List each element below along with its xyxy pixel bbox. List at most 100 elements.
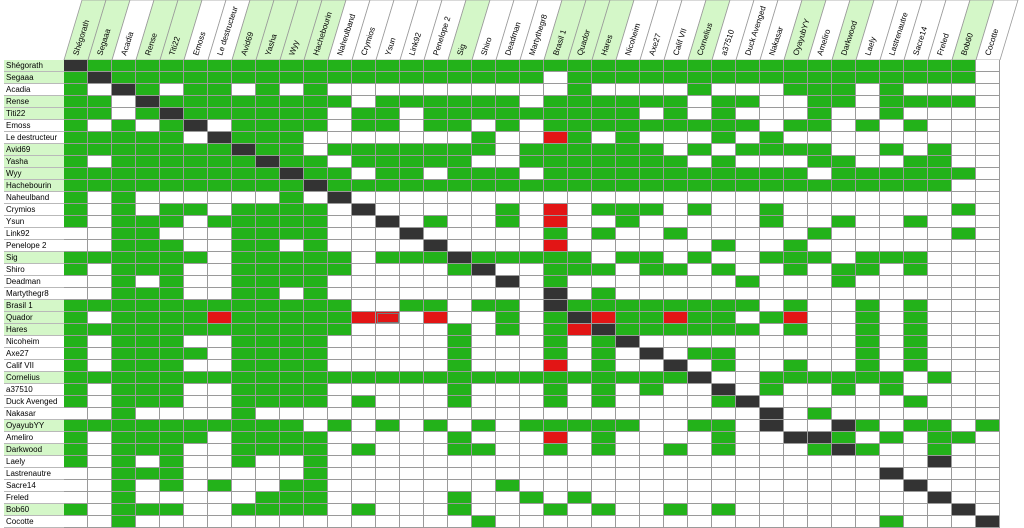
matrix-cell-green[interactable] — [256, 420, 280, 432]
matrix-cell-empty[interactable] — [736, 456, 760, 468]
matrix-cell-green[interactable] — [256, 276, 280, 288]
matrix-cell-empty[interactable] — [328, 504, 352, 516]
matrix-cell-empty[interactable] — [544, 192, 568, 204]
row-header-cell[interactable]: Naheulband — [4, 192, 64, 204]
matrix-cell-empty[interactable] — [352, 96, 376, 108]
matrix-cell-green[interactable] — [928, 96, 952, 108]
matrix-cell-empty[interactable] — [352, 228, 376, 240]
matrix-cell-green[interactable] — [64, 264, 88, 276]
matrix-cell-empty[interactable] — [952, 288, 976, 300]
matrix-cell-green[interactable] — [160, 144, 184, 156]
matrix-cell-empty[interactable] — [328, 276, 352, 288]
matrix-cell-empty[interactable] — [376, 192, 400, 204]
matrix-cell-green[interactable] — [184, 300, 208, 312]
matrix-cell-green[interactable] — [64, 156, 88, 168]
row-header-cell[interactable]: OyayubYY — [4, 420, 64, 432]
matrix-cell-empty[interactable] — [880, 456, 904, 468]
matrix-cell-empty[interactable] — [88, 480, 112, 492]
matrix-cell-empty[interactable] — [856, 144, 880, 156]
matrix-cell-empty[interactable] — [616, 516, 640, 528]
matrix-cell-green[interactable] — [928, 168, 952, 180]
matrix-cell-empty[interactable] — [472, 348, 496, 360]
matrix-cell-empty[interactable] — [64, 480, 88, 492]
matrix-cell-green[interactable] — [112, 132, 136, 144]
matrix-cell-green[interactable] — [640, 168, 664, 180]
matrix-cell-green[interactable] — [400, 252, 424, 264]
matrix-cell-green[interactable] — [712, 504, 736, 516]
matrix-cell-green[interactable] — [736, 120, 760, 132]
column-header-cell[interactable] — [567, 0, 611, 60]
matrix-cell-green[interactable] — [592, 264, 616, 276]
matrix-cell-empty[interactable] — [640, 108, 664, 120]
matrix-cell-green[interactable] — [112, 396, 136, 408]
matrix-cell-green[interactable] — [64, 96, 88, 108]
matrix-cell-green[interactable] — [616, 372, 640, 384]
matrix-cell-green[interactable] — [184, 432, 208, 444]
matrix-cell-green[interactable] — [664, 372, 688, 384]
matrix-cell-empty[interactable] — [952, 300, 976, 312]
matrix-cell-green[interactable] — [616, 108, 640, 120]
matrix-cell-green[interactable] — [640, 60, 664, 72]
matrix-cell-empty[interactable] — [400, 360, 424, 372]
row-header-cell[interactable]: Titi22 — [4, 108, 64, 120]
matrix-cell-empty[interactable] — [592, 240, 616, 252]
matrix-cell-green[interactable] — [136, 216, 160, 228]
matrix-cell-empty[interactable] — [928, 288, 952, 300]
matrix-cell-empty[interactable] — [664, 132, 688, 144]
matrix-cell-empty[interactable] — [328, 456, 352, 468]
matrix-cell-green[interactable] — [712, 240, 736, 252]
row-header-cell[interactable]: Yasha — [4, 156, 64, 168]
matrix-cell-green[interactable] — [784, 84, 808, 96]
matrix-cell-green[interactable] — [64, 144, 88, 156]
matrix-cell-green[interactable] — [712, 180, 736, 192]
matrix-cell-empty[interactable] — [376, 300, 400, 312]
matrix-cell-empty[interactable] — [832, 408, 856, 420]
matrix-cell-empty[interactable] — [712, 456, 736, 468]
matrix-cell-empty[interactable] — [328, 216, 352, 228]
matrix-cell-green[interactable] — [448, 168, 472, 180]
column-header-cell[interactable] — [951, 0, 995, 60]
matrix-cell-empty[interactable] — [664, 276, 688, 288]
matrix-cell-empty[interactable] — [88, 216, 112, 228]
matrix-cell-empty[interactable] — [688, 396, 712, 408]
matrix-cell-green[interactable] — [136, 444, 160, 456]
matrix-cell-diagonal[interactable] — [808, 432, 832, 444]
matrix-cell-empty[interactable] — [400, 420, 424, 432]
matrix-cell-empty[interactable] — [952, 372, 976, 384]
column-header-cell[interactable] — [687, 0, 731, 60]
matrix-cell-empty[interactable] — [568, 348, 592, 360]
matrix-cell-empty[interactable] — [976, 96, 1000, 108]
matrix-cell-empty[interactable] — [904, 192, 928, 204]
matrix-cell-empty[interactable] — [880, 288, 904, 300]
matrix-cell-empty[interactable] — [640, 432, 664, 444]
matrix-cell-empty[interactable] — [568, 408, 592, 420]
matrix-cell-empty[interactable] — [832, 120, 856, 132]
matrix-cell-empty[interactable] — [760, 360, 784, 372]
matrix-cell-empty[interactable] — [88, 228, 112, 240]
matrix-cell-empty[interactable] — [328, 384, 352, 396]
matrix-cell-green[interactable] — [112, 480, 136, 492]
matrix-cell-empty[interactable] — [304, 144, 328, 156]
matrix-cell-empty[interactable] — [616, 492, 640, 504]
matrix-cell-green[interactable] — [904, 156, 928, 168]
matrix-cell-empty[interactable] — [664, 432, 688, 444]
matrix-cell-green[interactable] — [448, 396, 472, 408]
matrix-cell-green[interactable] — [544, 144, 568, 156]
matrix-cell-empty[interactable] — [832, 516, 856, 528]
matrix-cell-green[interactable] — [592, 444, 616, 456]
matrix-cell-empty[interactable] — [808, 276, 832, 288]
matrix-cell-empty[interactable] — [88, 264, 112, 276]
matrix-cell-empty[interactable] — [808, 516, 832, 528]
matrix-cell-green[interactable] — [856, 72, 880, 84]
matrix-cell-green[interactable] — [352, 156, 376, 168]
matrix-cell-green[interactable] — [376, 180, 400, 192]
matrix-cell-green[interactable] — [208, 144, 232, 156]
matrix-cell-green[interactable] — [304, 204, 328, 216]
matrix-cell-green[interactable] — [280, 432, 304, 444]
matrix-cell-empty[interactable] — [904, 108, 928, 120]
matrix-cell-green[interactable] — [472, 444, 496, 456]
matrix-cell-empty[interactable] — [688, 216, 712, 228]
matrix-cell-empty[interactable] — [712, 372, 736, 384]
column-header-cell[interactable] — [135, 0, 179, 60]
matrix-cell-green[interactable] — [184, 96, 208, 108]
